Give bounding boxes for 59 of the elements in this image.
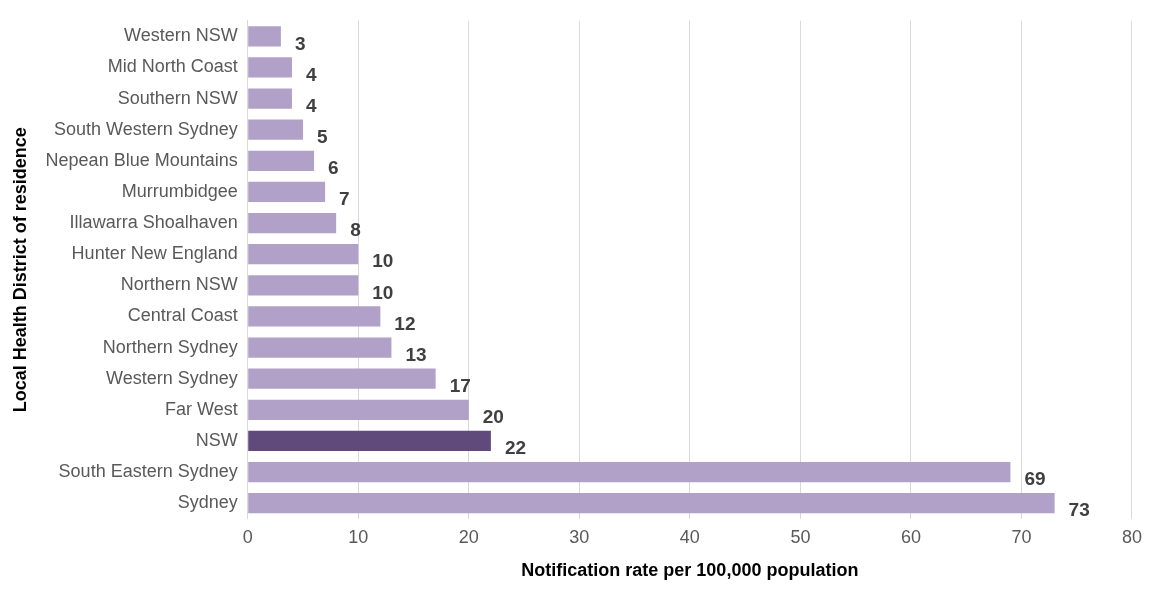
y-tick-label: Far West xyxy=(165,398,238,419)
x-tick-label: 80 xyxy=(1121,526,1142,547)
bar xyxy=(248,181,326,203)
y-tick-label: Murrumbidgee xyxy=(121,180,238,201)
bar xyxy=(248,57,292,78)
bar xyxy=(248,399,469,420)
x-tick-label: 40 xyxy=(679,526,700,547)
y-tick-label: Western Sydney xyxy=(105,367,238,388)
y-tick-label: Hunter New England xyxy=(71,243,238,264)
bar xyxy=(248,306,381,327)
y-tick-label: Southern NSW xyxy=(117,87,238,108)
data-label: 12 xyxy=(394,312,416,334)
data-label: 10 xyxy=(372,281,394,303)
bar xyxy=(248,493,1055,514)
bar xyxy=(248,119,303,140)
data-label: 4 xyxy=(305,94,317,116)
y-tick-label: South Eastern Sydney xyxy=(58,461,238,482)
y-tick-label: Northern NSW xyxy=(120,274,238,295)
data-label: 69 xyxy=(1024,468,1046,490)
bar xyxy=(248,430,491,452)
y-tick-label: Illawarra Shoalhaven xyxy=(69,212,238,233)
y-tick-label: Western NSW xyxy=(124,25,238,46)
x-tick-label: 50 xyxy=(790,526,811,547)
y-tick-label: Central Coast xyxy=(127,305,238,326)
x-tick-label: 70 xyxy=(1011,526,1032,547)
bar xyxy=(248,337,392,358)
bar xyxy=(248,26,281,47)
data-label: 22 xyxy=(504,437,527,459)
data-label: 7 xyxy=(339,188,350,210)
bar xyxy=(248,275,359,296)
x-axis-title: Notification rate per 100,000 population xyxy=(521,560,859,581)
bar xyxy=(248,213,337,234)
bar xyxy=(248,462,1011,483)
y-tick-label: Mid North Coast xyxy=(107,56,238,77)
data-label: 8 xyxy=(350,219,361,241)
x-tick-label: 20 xyxy=(458,526,479,547)
bar xyxy=(248,368,436,389)
y-tick-label: Sydney xyxy=(177,492,238,513)
data-label: 10 xyxy=(372,250,394,272)
x-tick-label: 0 xyxy=(242,526,253,547)
bar xyxy=(248,244,359,265)
y-tick-label: Nepean Blue Mountains xyxy=(45,149,238,170)
data-label: 5 xyxy=(317,125,328,147)
data-label: 4 xyxy=(305,63,317,85)
y-tick-label: Northern Sydney xyxy=(102,336,238,357)
data-label: 73 xyxy=(1068,499,1090,521)
x-tick-label: 10 xyxy=(348,526,369,547)
x-tick-label: 30 xyxy=(569,526,590,547)
data-label: 20 xyxy=(482,406,504,428)
data-label: 6 xyxy=(328,157,339,179)
data-label: 13 xyxy=(405,343,427,365)
y-axis-title: Local Health District of residence xyxy=(9,127,30,413)
data-label: 17 xyxy=(449,374,471,396)
y-tick-label: South Western Sydney xyxy=(53,118,238,139)
y-tick-label: NSW xyxy=(195,429,238,450)
x-tick-label: 60 xyxy=(900,526,921,547)
bar xyxy=(248,150,315,171)
data-label: 3 xyxy=(294,32,306,54)
bar xyxy=(248,88,292,109)
